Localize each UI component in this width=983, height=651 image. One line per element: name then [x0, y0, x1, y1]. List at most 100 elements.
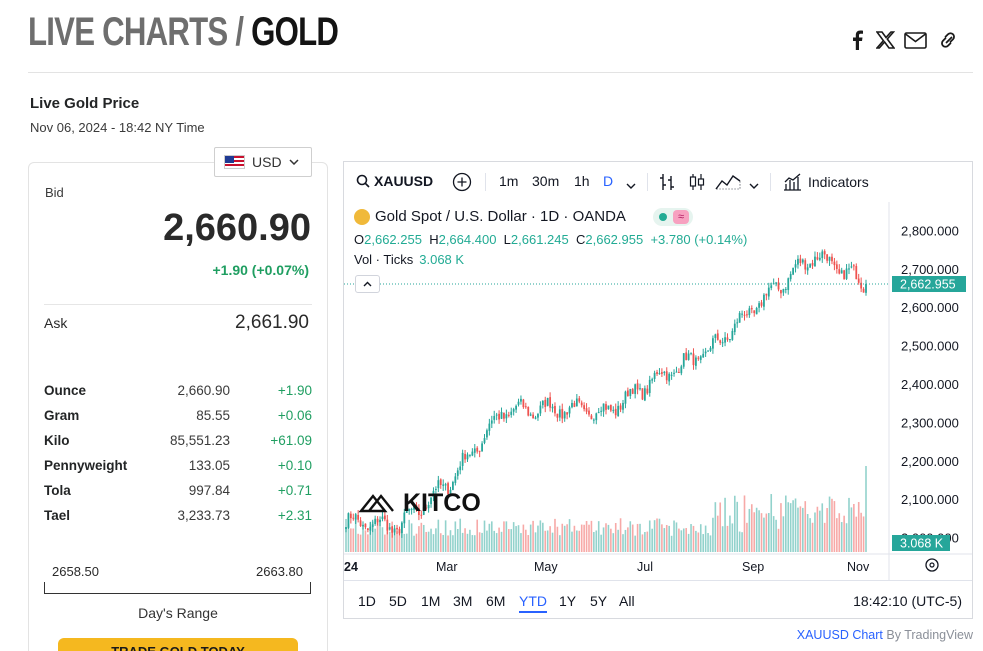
collapse-legend-button[interactable] — [355, 275, 380, 293]
volume-bar — [840, 522, 843, 552]
symbol-search[interactable]: XAUUSD — [356, 173, 433, 189]
volume-bar — [435, 528, 437, 552]
tradingview-attribution: XAUUSD Chart By TradingView — [797, 628, 973, 642]
volume-bar — [471, 535, 474, 552]
volume-bar — [413, 535, 415, 552]
volume-bar — [442, 534, 444, 552]
currency-select[interactable]: USD — [214, 147, 312, 177]
volume-bar — [729, 515, 731, 552]
candle-body — [826, 254, 829, 261]
candle-body — [619, 405, 622, 410]
volume-bar — [583, 524, 585, 552]
toolbar-separator — [647, 173, 648, 191]
volume-bar — [527, 535, 530, 552]
candle-body — [743, 314, 746, 316]
interval-1m[interactable]: 1m — [499, 173, 519, 189]
range-3m[interactable]: 3M — [453, 593, 473, 609]
candle-body — [556, 413, 559, 418]
candle-body — [816, 257, 819, 260]
range-6m[interactable]: 6M — [486, 593, 506, 609]
volume-bar — [469, 529, 471, 552]
range-1d[interactable]: 1D — [358, 593, 376, 609]
volume-bar — [634, 535, 636, 552]
x-tick-label: Sep — [742, 560, 764, 574]
volume-bar — [639, 523, 641, 552]
unit-change: +0.10 — [277, 458, 312, 473]
range-5y[interactable]: 5Y — [590, 593, 608, 609]
range-all[interactable]: All — [619, 593, 635, 609]
mail-icon[interactable] — [902, 28, 928, 52]
volume-bar — [452, 535, 454, 552]
volume-bar — [517, 525, 520, 552]
candle-style-icon[interactable] — [689, 173, 705, 194]
volume-bar — [466, 533, 469, 552]
volume-bar — [512, 522, 515, 552]
x-icon[interactable] — [872, 28, 898, 52]
volume-bar — [600, 534, 602, 552]
trade-gold-button[interactable]: TRADE GOLD TODAY — [58, 638, 298, 651]
candle-body — [580, 402, 583, 406]
candle-body — [699, 356, 702, 360]
volume-bar — [823, 522, 826, 552]
interval-30m[interactable]: 30m — [532, 173, 560, 189]
volume-bar — [585, 521, 588, 552]
y-tick-label: 2,800.000 — [901, 223, 959, 238]
volume-bar — [549, 526, 551, 552]
candle-body — [532, 414, 535, 419]
volume-bar — [627, 527, 629, 552]
candle-body — [758, 303, 760, 308]
candle-body — [845, 268, 848, 279]
volume-bar — [855, 516, 858, 552]
bar-style-icon[interactable] — [659, 173, 675, 194]
y-tick-label: 2,300.000 — [901, 415, 959, 430]
volume-bar — [782, 516, 785, 552]
volume-bar — [546, 530, 549, 552]
candle-body — [413, 506, 415, 510]
candle-body — [656, 372, 658, 375]
candle-body — [811, 263, 814, 266]
compare-plus-icon[interactable] — [452, 172, 472, 195]
candle-body — [498, 413, 500, 420]
live-price-title: Live Gold Price — [30, 95, 140, 112]
days-range-high: 2663.80 — [256, 564, 303, 579]
range-1y[interactable]: 1Y — [559, 593, 577, 609]
area-style-icon[interactable] — [715, 173, 741, 194]
unit-price: 2,660.90 — [177, 383, 230, 398]
chart-toolbar: XAUUSD 1m 30m 1h D Indicators — [344, 162, 972, 202]
candle-body — [852, 265, 855, 267]
candle-body — [563, 412, 566, 419]
volume-bar — [364, 530, 367, 552]
candle-body — [473, 448, 476, 453]
interval-1h[interactable]: 1h — [574, 173, 590, 189]
volume-bar — [476, 519, 479, 552]
volume-legend: Vol · Ticks 3.068 K — [354, 252, 464, 267]
volume-bar — [753, 512, 756, 552]
candle-body — [405, 510, 408, 513]
candle-body — [566, 412, 569, 415]
volume-bar — [427, 531, 430, 552]
candle-body — [558, 409, 561, 418]
interval-d[interactable]: D — [603, 173, 614, 189]
range-ytd[interactable]: YTD — [519, 593, 547, 613]
volume-bar — [447, 535, 449, 552]
volume-bar — [590, 520, 593, 552]
volume-bar — [680, 530, 683, 552]
candle-body — [731, 330, 734, 340]
interval-chevron-icon[interactable] — [626, 176, 636, 192]
volume-bar — [738, 531, 741, 552]
facebook-icon[interactable] — [844, 28, 870, 52]
volume-bar — [777, 528, 780, 552]
x-tick-label: 24 — [344, 560, 358, 574]
range-1m[interactable]: 1M — [421, 593, 441, 609]
volume-bar — [687, 533, 690, 552]
xauusd-chart-link[interactable]: XAUUSD Chart — [796, 628, 883, 642]
indicators-button[interactable]: Indicators — [783, 173, 869, 191]
candle-body — [583, 405, 586, 410]
link-icon[interactable] — [935, 28, 961, 52]
candle-body — [490, 420, 493, 424]
candle-body — [818, 257, 821, 260]
y-tick-label: 2,400.000 — [901, 377, 959, 392]
range-5d[interactable]: 5D — [389, 593, 407, 609]
candle-body — [430, 497, 432, 505]
chart-style-chevron-icon[interactable] — [749, 176, 759, 192]
